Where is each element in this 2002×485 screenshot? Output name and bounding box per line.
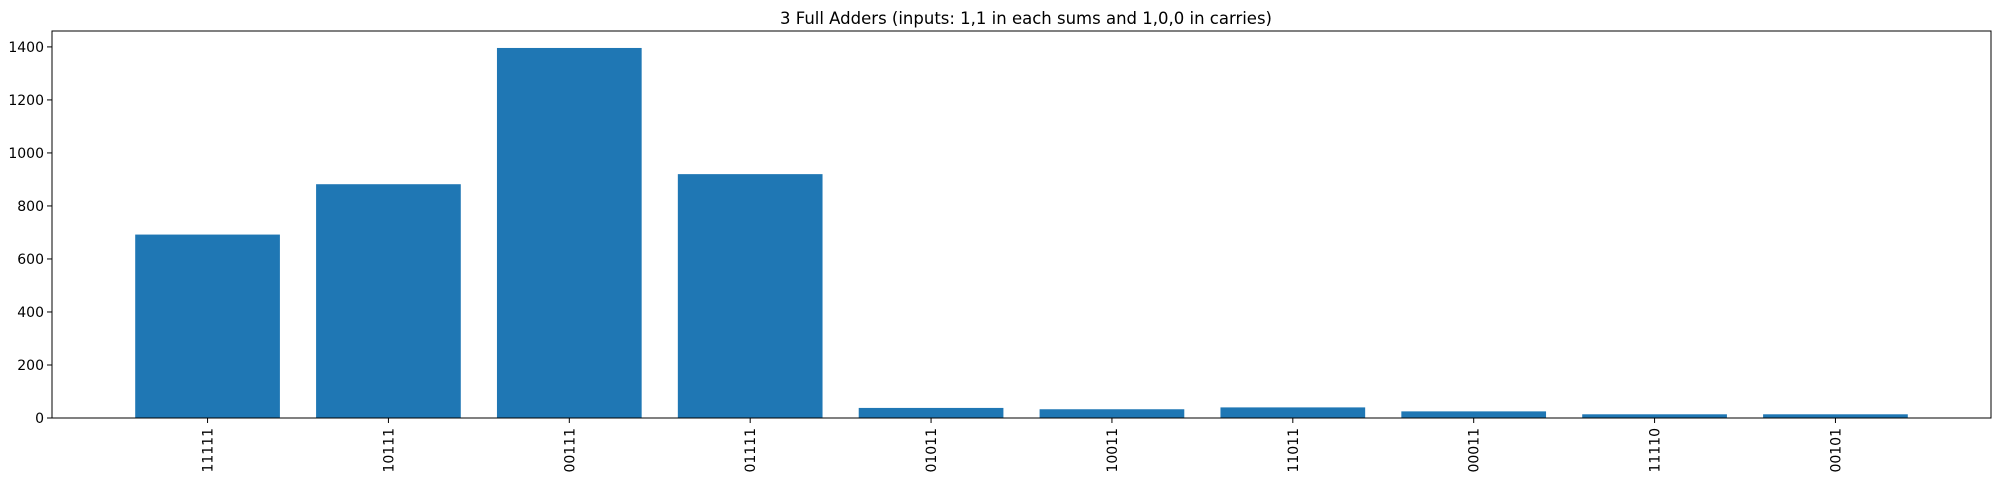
y-tick-label: 1200 bbox=[8, 93, 44, 109]
x-axis: 11111 10111 00111 01111 01011 10011 11011 00011… bbox=[201, 418, 1844, 473]
y-axis: 0 200 400 600 800 1000 1200 1400 bbox=[8, 40, 52, 427]
bar-11011 bbox=[1220, 407, 1366, 418]
chart-title: 3 Full Adders (inputs: 1,1 in each sums … bbox=[780, 9, 1272, 28]
bar-11111 bbox=[135, 234, 280, 418]
x-tick-label-11011: 11011 bbox=[1286, 428, 1302, 473]
y-tick-label: 1000 bbox=[8, 146, 44, 162]
bars-layer bbox=[135, 47, 1908, 418]
bar-00011 bbox=[1401, 411, 1547, 418]
bar-01011 bbox=[858, 407, 1004, 418]
x-tick-label-00101: 00101 bbox=[1828, 428, 1844, 473]
bar-11110 bbox=[1582, 414, 1727, 418]
x-tick-label-10111: 10111 bbox=[381, 428, 397, 473]
y-tick-label: 800 bbox=[17, 199, 44, 215]
y-tick-label: 1400 bbox=[8, 40, 44, 56]
y-tick-label: 600 bbox=[17, 252, 44, 268]
x-tick-label-01111: 01111 bbox=[743, 428, 759, 473]
x-tick-label-11111: 11111 bbox=[201, 428, 217, 473]
x-tick-label-10011: 10011 bbox=[1105, 428, 1121, 473]
plot-frame bbox=[51, 30, 1992, 419]
bar-01111 bbox=[677, 174, 823, 418]
y-tick-label: 400 bbox=[17, 305, 44, 321]
x-tick-label-11110: 11110 bbox=[1648, 428, 1664, 473]
bar-10111 bbox=[316, 184, 461, 418]
y-tick-label: 200 bbox=[17, 358, 44, 374]
x-tick-label-00111: 00111 bbox=[562, 428, 578, 473]
bar-00111 bbox=[496, 47, 642, 418]
x-tick-label-00011: 00011 bbox=[1467, 428, 1483, 473]
y-tick-label: 0 bbox=[35, 411, 44, 427]
bar-00101 bbox=[1763, 414, 1908, 418]
x-tick-label-01011: 01011 bbox=[924, 428, 940, 473]
bar-10011 bbox=[1039, 409, 1185, 418]
